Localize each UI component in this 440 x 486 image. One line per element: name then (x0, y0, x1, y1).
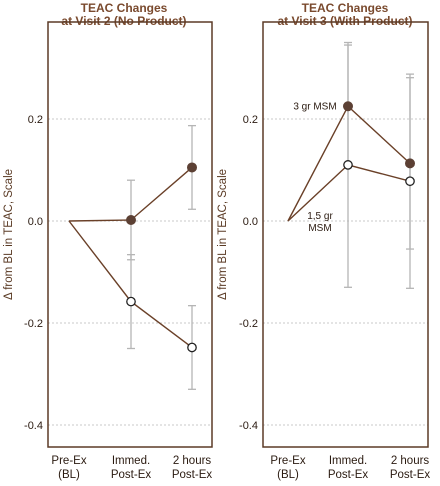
panel2-y-tick-label-1: 0.2 (243, 114, 258, 126)
panel2-y-tick-label-4: -0.4 (239, 420, 258, 432)
panel2-annotation-1-line-1: 3 gr MSM (293, 101, 336, 112)
panel1-x-category-label-1-line-2: (BL) (58, 469, 80, 481)
panel2-plot-frame (262, 21, 429, 448)
panel2-x-category-label-3-line-2: Post-Ex (390, 469, 431, 481)
panel1-x-category-label-3-line-1: 2 hours (173, 455, 212, 467)
panel1-series-1-point-2 (126, 214, 136, 225)
panel1-plot-frame (47, 21, 213, 448)
panel2-series-1-point-2 (343, 101, 353, 112)
panel2-title-line-1: TEAC Changes (302, 1, 389, 15)
panel2-y-tick-label-3: -0.2 (239, 318, 258, 330)
panel1-title-line-1: TEAC Changes (81, 1, 168, 15)
panel2-series-1-point-3 (405, 158, 415, 169)
panel2-y-axis-label: Δ from BL in TEAC, Scale (217, 169, 229, 300)
panel1-y-axis-label: Δ from BL in TEAC, Scale (3, 169, 15, 300)
panel2-x-category-label-2-line-2: Post-Ex (328, 469, 369, 481)
panel2-y-tick-label-2: 0.0 (243, 216, 258, 228)
panel2-series-2-point-3 (405, 176, 415, 187)
panel1-series-1-point-3 (187, 162, 197, 173)
panel1-y-tick-label-4: -0.4 (24, 420, 43, 432)
panel1-x-category-label-2-line-1: Immed. (112, 455, 150, 467)
panel1-x-category-label-3-line-2: Post-Ex (172, 469, 213, 481)
panel2-annotation-2-line-2: MSM (308, 223, 331, 234)
panel1-series-2-point-3 (187, 342, 197, 353)
panel1-y-tick-label-2: 0.0 (28, 216, 43, 228)
panel1-title-line-2: at Visit 2 (No Product) (61, 14, 186, 28)
panel2-annotation-2-line-1: 1,5 gr (307, 211, 333, 222)
panel2-x-category-label-1-line-2: (BL) (277, 469, 299, 481)
panel2-x-category-label-3-line-1: 2 hours (391, 455, 430, 467)
panel2-x-category-label-1-line-1: Pre-Ex (270, 455, 305, 467)
panel2-x-category-label-2-line-1: Immed. (329, 455, 367, 467)
panel2-series-2-point-2 (343, 160, 353, 170)
panel1-series-2-point-2 (126, 296, 136, 307)
panel1-x-category-label-2-line-2: Post-Ex (111, 469, 152, 481)
panel2-title-line-2: at Visit 3 (With Product) (277, 14, 412, 28)
panel1-y-tick-label-3: -0.2 (24, 318, 43, 330)
panel1-x-category-label-1-line-1: Pre-Ex (51, 455, 86, 467)
panel1-y-tick-label-1: 0.2 (28, 114, 43, 126)
